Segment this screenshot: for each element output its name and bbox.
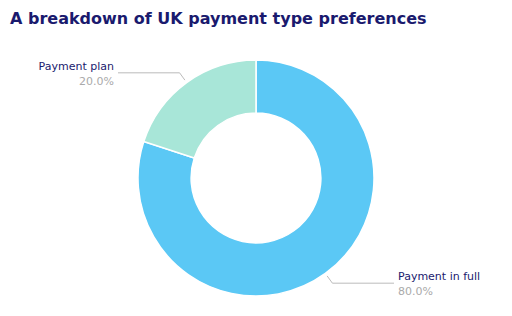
chart-container: A breakdown of UK payment type preferenc… bbox=[0, 0, 512, 316]
connector bbox=[118, 73, 185, 80]
chart-title: A breakdown of UK payment type preferenc… bbox=[10, 9, 427, 28]
value-label: 80.0% bbox=[398, 285, 433, 298]
donut bbox=[138, 60, 374, 296]
chart-svg: A breakdown of UK payment type preferenc… bbox=[0, 0, 512, 316]
slice-label: Payment in full bbox=[398, 270, 480, 283]
slice-label: Payment plan bbox=[39, 60, 114, 73]
slice bbox=[144, 60, 256, 158]
slice-labels: Payment in full 80.0% Payment plan 20.0% bbox=[39, 60, 481, 298]
slice bbox=[138, 60, 374, 296]
value-label: 20.0% bbox=[79, 75, 114, 88]
connector bbox=[327, 276, 394, 283]
